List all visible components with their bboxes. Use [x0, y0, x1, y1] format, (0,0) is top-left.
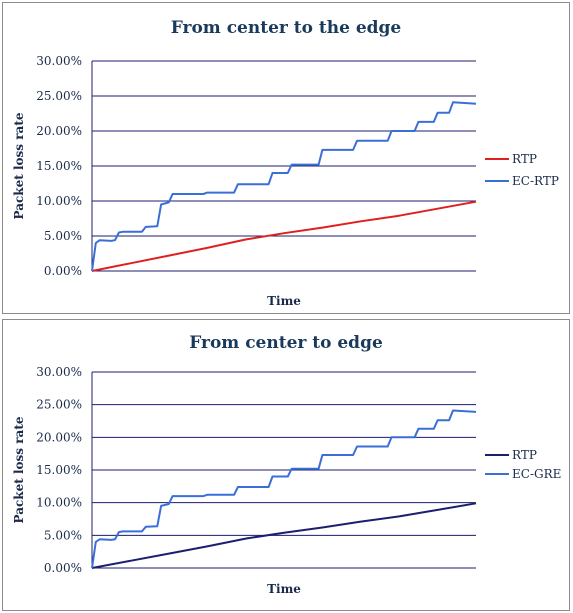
chart2-title: From center to edge: [189, 333, 383, 353]
chart2-y-tick-label: 0.00%: [44, 561, 82, 575]
chart-top: From center to the edge 30.00% 25.00% 20.00…: [12, 18, 559, 308]
chart2-series-ec-gre-line: [91, 409, 477, 569]
chart-panel-top: From center to the edge 30.00% 25.00% 20.00…: [2, 2, 570, 314]
chart2-x-axis-title: Time: [267, 582, 301, 596]
chart1-y-tick-label: 30.00%: [36, 54, 82, 68]
chart2-y-tick-label: 30.00%: [36, 365, 82, 379]
chart1-y-tick-label: 20.00%: [36, 124, 82, 138]
chart1-series-rtp-line: [91, 200, 477, 272]
chart1-x-axis-title: Time: [267, 294, 301, 308]
chart1-series-ec-rtp-line: [91, 101, 477, 272]
chart2-y-tick-label: 15.00%: [36, 463, 82, 477]
chart2-series-rtp-line: [91, 502, 477, 569]
chart1-y-tick-label: 5.00%: [44, 229, 82, 243]
chart1-y-tick-label: 10.00%: [36, 194, 82, 208]
chart1-legend-label: RTP: [512, 152, 537, 166]
chart2-legend-label: EC-GRE: [512, 467, 561, 481]
chart2-y-axis-title: Packet loss rate: [12, 416, 26, 523]
chart2-legend-label: RTP: [512, 448, 537, 462]
chart-panel-bottom: From center to edge 30.00% 25.00% 20.00% 15.…: [2, 319, 570, 611]
chart1-y-tick-label: 15.00%: [36, 159, 82, 173]
chart1-y-tick-label: 0.00%: [44, 264, 82, 278]
chart2-y-tick-label: 10.00%: [36, 496, 82, 510]
chart2-y-tick-label: 5.00%: [44, 528, 82, 542]
chart1-y-tick-label: 25.00%: [36, 89, 82, 103]
chart-bottom: From center to edge 30.00% 25.00% 20.00% 15.…: [12, 333, 561, 596]
chart1-y-axis-title: Packet loss rate: [12, 112, 26, 219]
chart2-y-tick-label: 25.00%: [36, 398, 82, 412]
chart1-title: From center to the edge: [171, 18, 402, 38]
chart1-legend-label: EC-RTP: [512, 174, 559, 188]
chart2-y-tick-label: 20.00%: [36, 430, 82, 444]
